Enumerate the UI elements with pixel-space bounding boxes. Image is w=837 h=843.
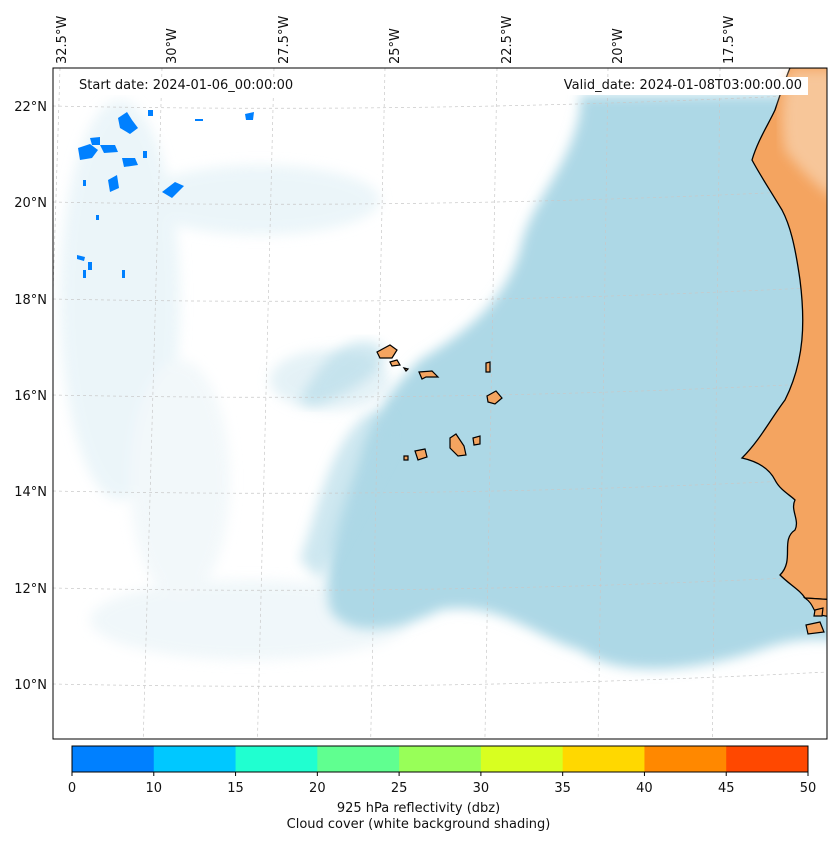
island-sal xyxy=(485,361,491,373)
parallel-line xyxy=(53,286,827,302)
colorbar-frame xyxy=(71,745,809,773)
colorbar-tick-label: 10 xyxy=(146,781,163,796)
colorbar-tick-label: 50 xyxy=(800,781,817,796)
cape-verde-islands xyxy=(376,344,503,461)
colorbar-swatch xyxy=(726,746,809,772)
lon-label: 17.5°W xyxy=(722,16,737,64)
colorbar-title-line2: Cloud cover (white background shading) xyxy=(286,817,551,832)
colorbar-swatch xyxy=(562,746,645,772)
meridian-line xyxy=(597,68,609,739)
cloud-band-streak xyxy=(300,411,393,580)
colorbar-tick-label: 25 xyxy=(391,781,408,796)
lat-label: 18°N xyxy=(14,293,47,308)
valid-date-label: Valid_date: 2024-01-08T03:00:00.00 xyxy=(557,77,808,95)
latitude-labels: 22°N 20°N 18°N 16°N 14°N 12°N 10°N xyxy=(14,100,47,693)
lat-label: 10°N xyxy=(14,678,47,693)
colorbar: 0 10 15 20 25 30 35 40 45 50 xyxy=(68,745,817,796)
colorbar-swatch xyxy=(480,746,564,772)
colorbar-tick-label: 35 xyxy=(554,781,571,796)
lon-label: 32.5°W xyxy=(55,16,70,64)
cloud-cover-region xyxy=(327,95,827,669)
lat-label: 16°N xyxy=(14,389,47,404)
colorbar-title: 925 hPa reflectivity (dbz) Cloud cover (… xyxy=(0,801,837,833)
lat-label: 22°N xyxy=(14,100,47,115)
colorbar-tick-label: 30 xyxy=(473,781,490,796)
coastal-island-1 xyxy=(813,607,824,617)
colorbar-swatch xyxy=(235,746,318,772)
african-coast-land xyxy=(740,68,827,601)
parallel-line xyxy=(53,93,827,109)
colorbar-swatch xyxy=(72,746,155,772)
island-sao-nicolau xyxy=(418,370,440,380)
lat-label: 20°N xyxy=(14,196,47,211)
lat-label: 12°N xyxy=(14,582,47,597)
parallel-line xyxy=(53,382,827,398)
colorbar-tick-label: 40 xyxy=(636,781,653,796)
lon-label: 30°W xyxy=(165,28,180,64)
meridian-line xyxy=(257,68,275,739)
colorbar-tick-label: 0 xyxy=(68,781,76,796)
island-fogo xyxy=(414,448,428,461)
lon-label: 27.5°W xyxy=(277,16,292,64)
colorbar-title-line1: 925 hPa reflectivity (dbz) xyxy=(336,801,501,816)
colorbar-swatch xyxy=(644,746,727,772)
longitude-labels: 32.5°W 30°W 27.5°W 25°W 22.5°W 20°W 17.5… xyxy=(55,16,737,64)
lat-label: 14°N xyxy=(14,485,47,500)
meridian-line xyxy=(712,68,721,739)
island-santa-luzia xyxy=(402,367,410,372)
map-gridlines xyxy=(53,68,827,739)
lon-label: 22.5°W xyxy=(500,16,515,64)
island-sao-vicente xyxy=(389,359,401,367)
colorbar-swatch xyxy=(317,746,400,772)
parallel-line xyxy=(53,575,827,591)
colorbar-swatch xyxy=(153,746,237,772)
desert-tint xyxy=(782,70,827,194)
lon-label: 25°W xyxy=(388,28,403,64)
coastal-island-2 xyxy=(805,621,825,635)
lon-label: 20°W xyxy=(611,28,626,64)
meridian-line xyxy=(370,68,386,739)
island-boa-vista xyxy=(486,390,503,405)
colorbar-tick-label: 20 xyxy=(309,781,326,796)
parallel-line xyxy=(53,189,827,205)
map-plot-area xyxy=(53,68,827,739)
island-santo-antao xyxy=(376,344,398,359)
start-date-label: Start date: 2024-01-06_00:00:00 xyxy=(73,77,300,95)
meridian-line xyxy=(142,68,163,739)
parallel-line xyxy=(53,671,827,687)
colorbar-tick-label: 45 xyxy=(718,781,735,796)
colorbar-swatch xyxy=(399,746,482,772)
parallel-line xyxy=(53,478,827,494)
reflectivity-patches xyxy=(77,110,254,278)
meridian-line xyxy=(484,68,498,739)
map-frame xyxy=(52,67,828,740)
island-santiago xyxy=(449,433,467,457)
colorbar-tick-label: 15 xyxy=(227,781,244,796)
cloud-band-streak-2 xyxy=(300,341,385,406)
island-brava xyxy=(403,455,409,461)
island-maio xyxy=(472,435,481,446)
